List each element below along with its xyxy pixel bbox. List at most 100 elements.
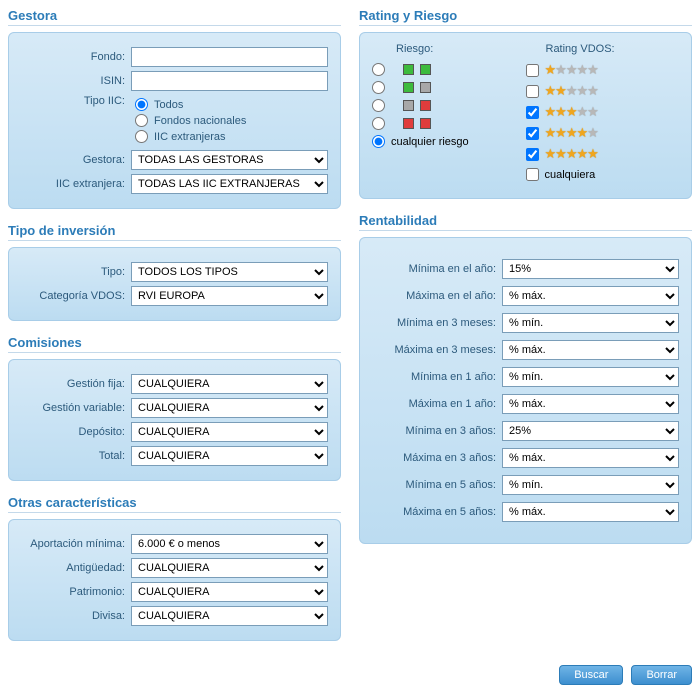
rating-stars: ★★★★★ <box>545 63 598 77</box>
star-on-icon: ★ <box>545 147 556 160</box>
rating-stars: ★★★★★ <box>545 105 598 119</box>
star-on-icon: ★ <box>555 84 566 97</box>
risk-radio[interactable] <box>372 63 385 76</box>
rating-section: Rating y Riesgo Riesgo: cualquier riesgo… <box>359 8 692 199</box>
rating-head: Rating VDOS: <box>526 43 680 55</box>
gestora-select[interactable]: TODAS LAS GESTORAS <box>131 150 328 170</box>
star-on-icon: ★ <box>545 63 556 76</box>
isin-label: ISIN: <box>21 75 131 87</box>
star-on-icon: ★ <box>555 105 566 118</box>
tot-select[interactable]: CUALQUIERA <box>131 446 328 466</box>
borrar-button[interactable]: Borrar <box>631 665 692 685</box>
tipo-iic-option-label: Fondos nacionales <box>154 115 246 127</box>
rating-stars: ★★★★★ <box>545 147 598 161</box>
star-on-icon: ★ <box>587 147 598 160</box>
rating-any-check[interactable] <box>526 168 539 181</box>
rent-label: Máxima en 1 año: <box>372 398 502 410</box>
rating-check[interactable] <box>526 106 539 119</box>
risk-radio[interactable] <box>372 81 385 94</box>
iic-ext-label: IIC extranjera: <box>21 178 131 190</box>
rating-any-label: cualquiera <box>545 169 596 181</box>
ap-select[interactable]: 6.000 € o menos <box>131 534 328 554</box>
tipo-inversion-title: Tipo de inversión <box>8 223 341 241</box>
otras-section: Otras características Aportación mínima:… <box>8 495 341 641</box>
fondo-input[interactable] <box>131 47 328 67</box>
gv-select[interactable]: CUALQUIERA <box>131 398 328 418</box>
gv-label: Gestión variable: <box>21 402 131 414</box>
star-off-icon: ★ <box>566 84 577 97</box>
tipo-iic-radio[interactable] <box>135 98 148 111</box>
star-off-icon: ★ <box>576 105 587 118</box>
star-on-icon: ★ <box>566 147 577 160</box>
rent-select[interactable]: % máx. <box>502 394 679 414</box>
star-off-icon: ★ <box>555 63 566 76</box>
rating-check[interactable] <box>526 127 539 140</box>
risk-box-icon <box>403 100 414 111</box>
dep-select[interactable]: CUALQUIERA <box>131 422 328 442</box>
star-off-icon: ★ <box>587 105 598 118</box>
rent-select[interactable]: 15% <box>502 259 679 279</box>
rent-label: Máxima en 3 meses: <box>372 344 502 356</box>
div-label: Divisa: <box>21 610 131 622</box>
comisiones-section: Comisiones Gestión fija:CUALQUIERA Gesti… <box>8 335 341 481</box>
pat-select[interactable]: CUALQUIERA <box>131 582 328 602</box>
star-on-icon: ★ <box>545 126 556 139</box>
rent-select[interactable]: % máx. <box>502 448 679 468</box>
rent-label: Mínima en 3 años: <box>372 425 502 437</box>
rating-check[interactable] <box>526 148 539 161</box>
star-on-icon: ★ <box>576 147 587 160</box>
risk-box-icon <box>403 118 414 129</box>
ant-select[interactable]: CUALQUIERA <box>131 558 328 578</box>
rating-stars: ★★★★★ <box>545 126 598 140</box>
rent-label: Mínima en 1 año: <box>372 371 502 383</box>
rent-select[interactable]: % mín. <box>502 475 679 495</box>
risk-any-label: cualquier riesgo <box>391 136 469 148</box>
rent-label: Máxima en el año: <box>372 290 502 302</box>
rent-select[interactable]: % máx. <box>502 286 679 306</box>
tipo-iic-radio[interactable] <box>135 130 148 143</box>
isin-input[interactable] <box>131 71 328 91</box>
iic-ext-select[interactable]: TODAS LAS IIC EXTRANJERAS <box>131 174 328 194</box>
tipo-select[interactable]: TODOS LOS TIPOS <box>131 262 328 282</box>
comisiones-title: Comisiones <box>8 335 341 353</box>
rent-select[interactable]: % mín. <box>502 313 679 333</box>
tipo-iic-radio[interactable] <box>135 114 148 127</box>
gf-label: Gestión fija: <box>21 378 131 390</box>
rating-check[interactable] <box>526 85 539 98</box>
rent-select[interactable]: % mín. <box>502 367 679 387</box>
tipo-inversion-section: Tipo de inversión Tipo: TODOS LOS TIPOS … <box>8 223 341 321</box>
risk-box-icon <box>403 82 414 93</box>
buscar-button[interactable]: Buscar <box>559 665 623 685</box>
rent-select[interactable]: % máx. <box>502 340 679 360</box>
star-on-icon: ★ <box>566 126 577 139</box>
pat-label: Patrimonio: <box>21 586 131 598</box>
risk-any-radio[interactable] <box>372 135 385 148</box>
star-on-icon: ★ <box>545 105 556 118</box>
star-on-icon: ★ <box>545 84 556 97</box>
star-on-icon: ★ <box>566 105 577 118</box>
star-off-icon: ★ <box>566 63 577 76</box>
rating-title: Rating y Riesgo <box>359 8 692 26</box>
tipo-iic-label: Tipo IIC: <box>21 95 131 107</box>
star-off-icon: ★ <box>576 84 587 97</box>
star-off-icon: ★ <box>576 63 587 76</box>
tipo-iic-option-label: IIC extranjeras <box>154 131 226 143</box>
rent-select[interactable]: 25% <box>502 421 679 441</box>
risk-box-icon <box>420 64 431 75</box>
rating-check[interactable] <box>526 64 539 77</box>
rentabilidad-section: Rentabilidad Mínima en el año:15%Máxima … <box>359 213 692 544</box>
rent-select[interactable]: % máx. <box>502 502 679 522</box>
otras-title: Otras características <box>8 495 341 513</box>
rent-label: Máxima en 3 años: <box>372 452 502 464</box>
gf-select[interactable]: CUALQUIERA <box>131 374 328 394</box>
risk-radio[interactable] <box>372 117 385 130</box>
cat-select[interactable]: RVI EUROPA <box>131 286 328 306</box>
div-select[interactable]: CUALQUIERA <box>131 606 328 626</box>
risk-radio[interactable] <box>372 99 385 112</box>
risk-box-icon <box>420 100 431 111</box>
rent-label: Máxima en 5 años: <box>372 506 502 518</box>
star-on-icon: ★ <box>555 126 566 139</box>
tipo-label: Tipo: <box>21 266 131 278</box>
star-off-icon: ★ <box>587 126 598 139</box>
gestora-label: Gestora: <box>21 154 131 166</box>
